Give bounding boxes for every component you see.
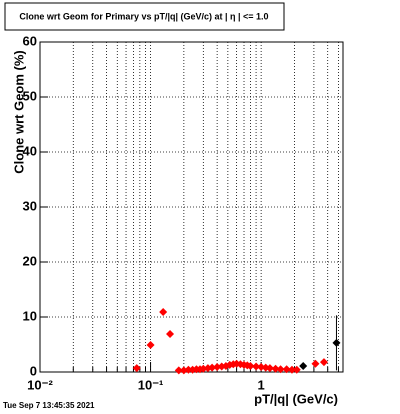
data-point — [132, 364, 141, 373]
data-point — [246, 361, 255, 370]
data-point — [332, 338, 341, 347]
data-point — [265, 364, 274, 373]
data-point — [311, 359, 320, 368]
y-tick-label: 40 — [23, 143, 37, 158]
data-point — [287, 365, 296, 374]
data-point — [276, 365, 285, 374]
data-point — [199, 364, 208, 373]
data-point — [252, 362, 261, 371]
y-tick-label: 20 — [23, 253, 37, 268]
x-axis-label: pT/|q| (GeV/c) — [254, 391, 338, 406]
x-tick-label: 10⁻¹ — [138, 377, 164, 392]
x-tick-label: 10⁻² — [27, 377, 53, 392]
y-axis-label: Clone wrt Geom (%) — [11, 50, 26, 174]
data-point — [271, 364, 280, 373]
data-point — [184, 365, 193, 374]
data-point — [213, 363, 222, 372]
title-box — [4, 2, 285, 31]
data-point — [146, 341, 155, 350]
y-tick-label: 50 — [23, 88, 37, 103]
data-point — [319, 358, 328, 367]
chart-title: Clone wrt Geom for Primary vs pT/|q| (Ge… — [19, 11, 268, 21]
data-point — [166, 330, 175, 339]
y-tick-label: 30 — [23, 198, 37, 213]
data-point — [174, 366, 183, 375]
data-point — [292, 365, 301, 374]
y-tick-label: 0 — [30, 363, 37, 378]
data-point — [179, 366, 188, 375]
data-point — [208, 363, 217, 372]
data-point — [282, 365, 291, 374]
data-point — [159, 308, 168, 317]
data-point — [257, 363, 266, 372]
y-tick-label: 10 — [23, 308, 37, 323]
data-point — [299, 361, 308, 370]
timestamp: Tue Sep 7 13:45:35 2021 — [3, 401, 95, 410]
x-tick-label: 1 — [258, 377, 265, 392]
y-tick-label: 60 — [23, 33, 37, 48]
